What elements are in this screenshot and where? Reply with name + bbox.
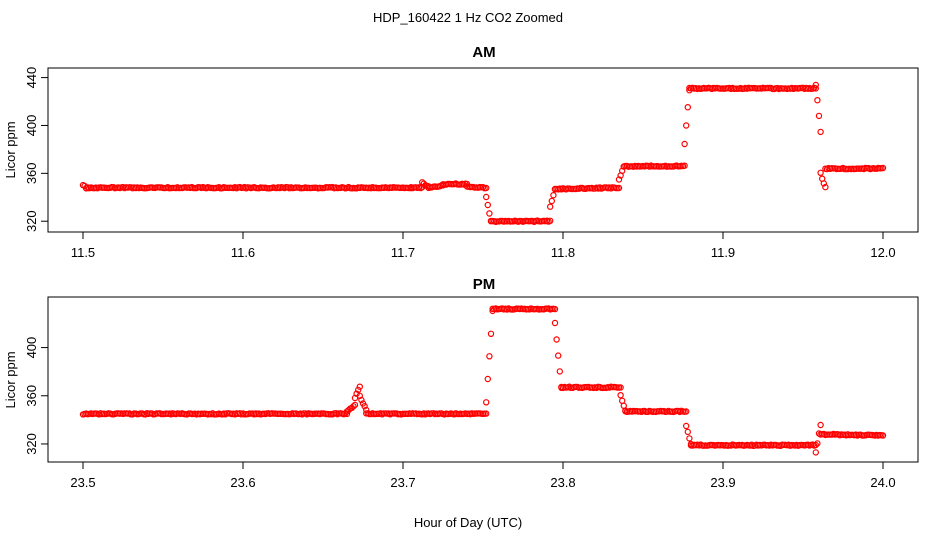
x-tick-label: 23.7 xyxy=(390,475,415,490)
pm-panel: PM Licor ppm 23.5 23.6 23.7 23.8 23.9 24.0 320… xyxy=(3,276,918,490)
plot-frame xyxy=(48,297,918,462)
x-tick-label: 11.5 xyxy=(71,245,95,260)
y-tick-label: 400 xyxy=(24,115,39,137)
data-point xyxy=(685,429,690,434)
x-tick-label: 11.7 xyxy=(391,245,415,260)
axes: 11.5 11.6 11.7 11.8 11.9 12.0 320 360 400 440 xyxy=(24,67,918,260)
data-point xyxy=(816,113,821,118)
panel-title: AM xyxy=(472,44,495,61)
data-point xyxy=(818,129,823,134)
y-tick-label: 440 xyxy=(24,67,39,89)
axes: 23.5 23.6 23.7 23.8 23.9 24.0 320 360 400 xyxy=(24,297,918,490)
data-point xyxy=(818,422,823,427)
y-tick-label: 400 xyxy=(24,337,39,359)
y-axis-label: Licor ppm xyxy=(3,121,18,178)
scatter-points xyxy=(80,306,885,455)
data-point xyxy=(687,436,692,441)
data-point xyxy=(488,331,493,336)
y-tick-label: 360 xyxy=(24,162,39,184)
y-tick-label: 320 xyxy=(24,433,39,455)
x-tick-label: 23.6 xyxy=(230,475,255,490)
am-panel: AM Licor ppm 11.5 11.6 11.7 11.8 11.9 12.0 320… xyxy=(3,44,918,260)
y-axis-label: Licor ppm xyxy=(3,351,18,408)
x-tick-label: 12.0 xyxy=(870,245,895,260)
data-point xyxy=(487,354,492,359)
data-point xyxy=(554,337,559,342)
data-point xyxy=(813,450,818,455)
data-point xyxy=(551,193,556,198)
scatter-points xyxy=(80,82,885,224)
x-axis-label: Hour of Day (UTC) xyxy=(414,515,522,530)
x-tick-label: 23.8 xyxy=(550,475,575,490)
y-tick-label: 320 xyxy=(24,210,39,232)
data-point xyxy=(684,123,689,128)
y-tick-label: 360 xyxy=(24,385,39,407)
panel-title: PM xyxy=(473,276,496,293)
data-point xyxy=(485,376,490,381)
data-point xyxy=(618,393,623,398)
x-tick-label: 11.6 xyxy=(231,245,255,260)
x-tick-label: 24.0 xyxy=(870,475,895,490)
data-point xyxy=(485,202,490,207)
x-tick-label: 23.9 xyxy=(710,475,735,490)
data-point xyxy=(682,141,687,146)
plot-frame xyxy=(48,68,918,232)
data-point xyxy=(815,98,820,103)
data-point xyxy=(548,204,553,209)
x-tick-label: 11.9 xyxy=(711,245,735,260)
data-point xyxy=(484,194,489,199)
data-point xyxy=(552,320,557,325)
x-tick-label: 23.5 xyxy=(70,475,95,490)
data-point xyxy=(487,211,492,216)
data-point xyxy=(557,369,562,374)
data-point xyxy=(684,423,689,428)
data-point xyxy=(549,198,554,203)
data-point xyxy=(818,170,823,175)
figure-title: HDP_160422 1 Hz CO2 Zoomed xyxy=(373,10,563,25)
x-tick-label: 11.8 xyxy=(551,245,575,260)
data-point xyxy=(484,400,489,405)
data-point xyxy=(685,105,690,110)
data-point xyxy=(556,353,561,358)
